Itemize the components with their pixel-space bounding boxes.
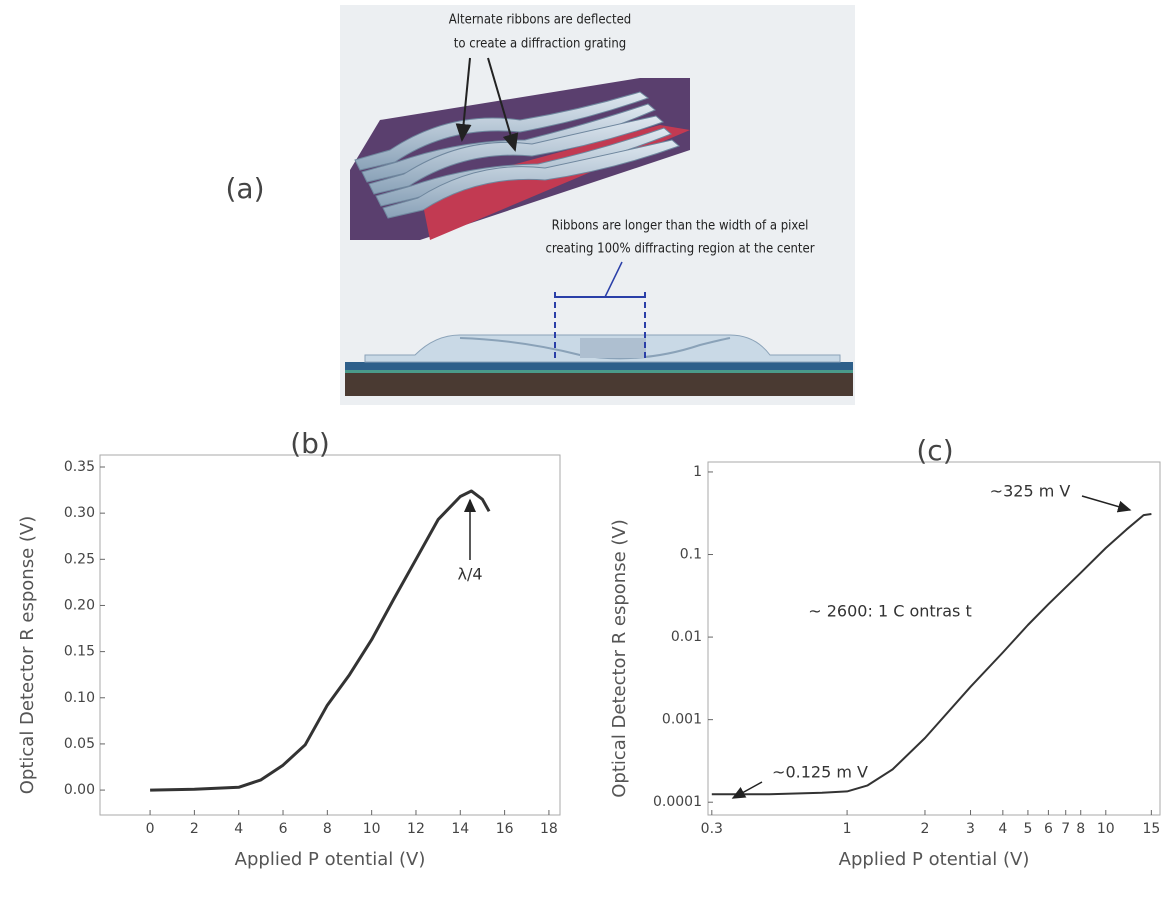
annotation-arrow [731, 781, 763, 799]
y-tick-label: 0.00 [64, 782, 95, 798]
callout: to create a diffraction grating [454, 37, 626, 52]
panel-label: (a) [225, 172, 264, 205]
arrow [487, 57, 519, 152]
callout: creating 100% diffracting region at the … [545, 242, 814, 257]
plot-frame [707, 461, 1161, 816]
x-axis-label: Applied P otential (V) [235, 849, 426, 870]
x-tick-label: 3 [966, 821, 975, 837]
diagram: Alternate ribbons are deflected to creat… [225, 5, 855, 405]
chart-title: (c) [916, 434, 953, 467]
x-tick-label: 15 [1142, 821, 1160, 837]
x-tick-label: 4 [234, 821, 243, 837]
x-tick-label: 6 [1044, 821, 1053, 837]
x-tick-label: 4 [998, 821, 1007, 837]
x-tick-label: 8 [1076, 821, 1085, 837]
x-tick-label: 2 [921, 821, 930, 837]
x-tick-label: 10 [1097, 821, 1115, 837]
y-tick-label: 0.1 [680, 547, 702, 563]
x-tick-label: 0.3 [701, 821, 723, 837]
x-tick-label: 1 [843, 821, 852, 837]
ribbon-deflected [459, 337, 731, 360]
layer [345, 370, 853, 373]
x-tick-label: 18 [540, 821, 558, 837]
annotation: λ/4 [457, 565, 482, 584]
y-tick-label: 1 [693, 464, 702, 480]
data-line [150, 489, 491, 792]
y-tick-label: 0.15 [64, 644, 95, 660]
y-tick-label: 0.30 [64, 505, 95, 521]
x-tick-label: 6 [279, 821, 288, 837]
y-tick-label: 0.0001 [653, 794, 702, 810]
arrow [455, 57, 472, 142]
plot-frame [99, 454, 561, 816]
y-axis-label: Optical Detector R esponse (V) [17, 516, 38, 795]
x-axis-label: Applied P otential (V) [839, 849, 1030, 870]
annotation: ~0.125 m V [772, 763, 868, 782]
leader [604, 261, 623, 298]
x-tick-label: 2 [190, 821, 199, 837]
x-tick-label: 5 [1023, 821, 1032, 837]
pixel [580, 338, 646, 358]
y-tick-label: 0.35 [64, 459, 95, 475]
x-tick-label: 8 [323, 821, 332, 837]
x-tick-label: 12 [407, 821, 425, 837]
data-line [711, 513, 1152, 796]
y-tick-label: 0.20 [64, 597, 95, 613]
x-tick-label: 16 [496, 821, 514, 837]
annotation: ~ 2600: 1 C ontras t [808, 602, 972, 621]
callout: Alternate ribbons are deflected [449, 13, 631, 28]
y-axis-label: Optical Detector R esponse (V) [609, 519, 630, 798]
y-tick-label: 0.01 [671, 629, 702, 645]
x-tick-label: 14 [451, 821, 469, 837]
callout: Ribbons are longer than the width of a p… [552, 219, 809, 234]
x-tick-label: 10 [363, 821, 381, 837]
y-tick-label: 0.25 [64, 551, 95, 567]
annotation-arrow [1081, 495, 1132, 513]
y-tick-label: 0.05 [64, 736, 95, 752]
y-tick-label: 0.10 [64, 690, 95, 706]
layer [345, 362, 853, 370]
chart-title: (b) [290, 427, 330, 460]
x-tick-label: 7 [1061, 821, 1070, 837]
annotation: ~325 m V [990, 482, 1071, 501]
x-tick-label: 0 [146, 821, 155, 837]
y-tick-label: 0.001 [662, 712, 702, 728]
